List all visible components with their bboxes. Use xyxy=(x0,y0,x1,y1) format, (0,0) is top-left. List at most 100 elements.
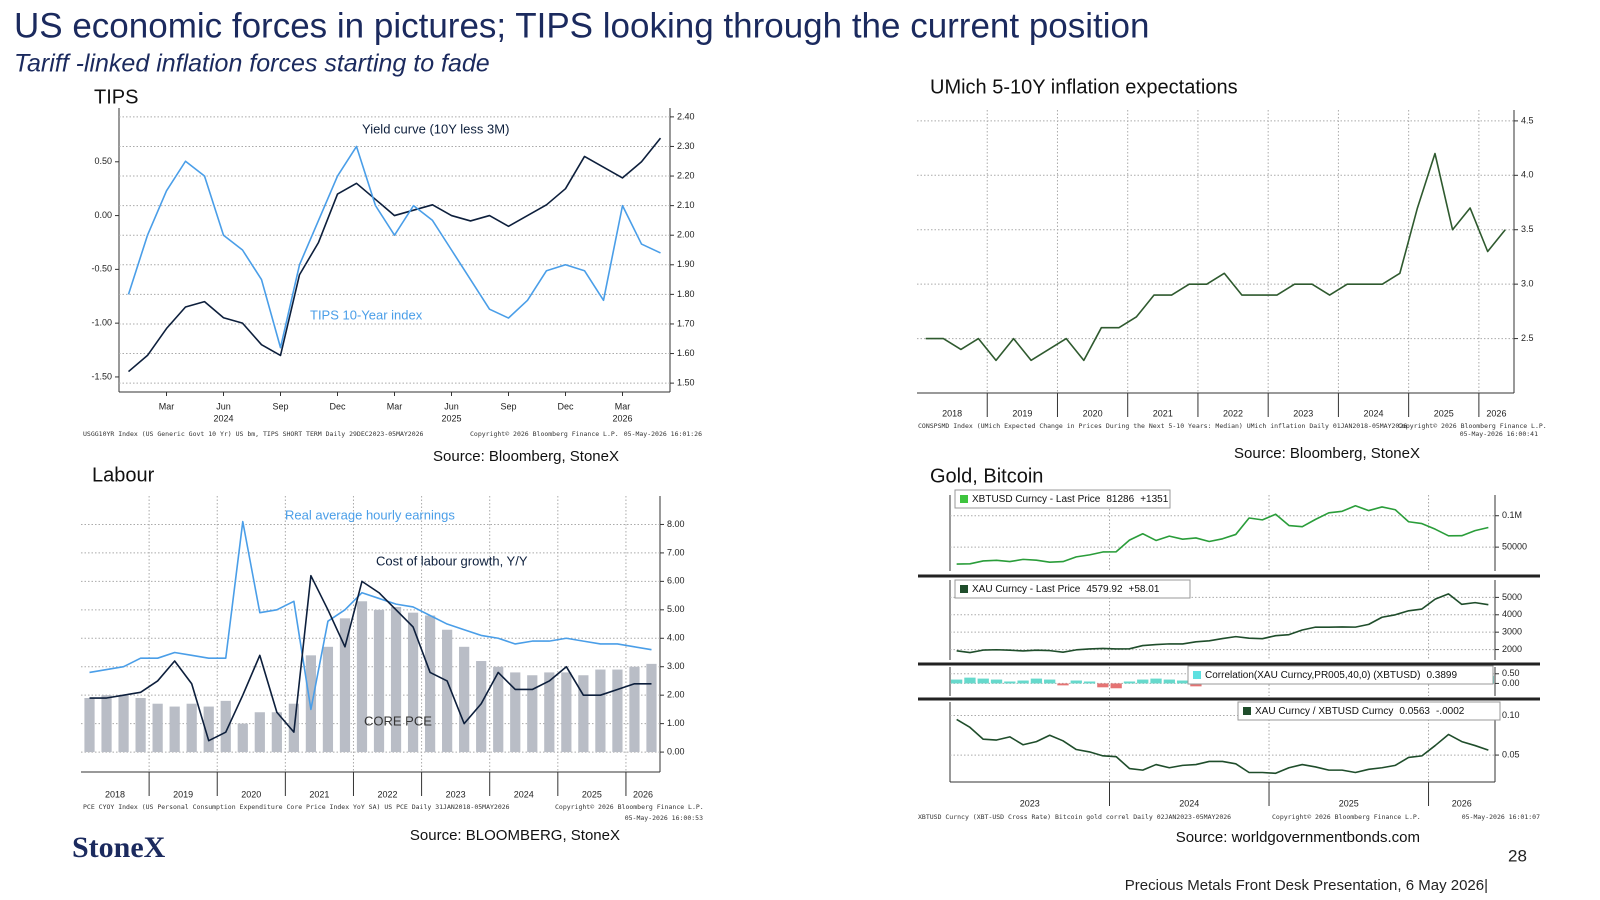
x-tick-label: Dec xyxy=(329,401,346,411)
bar xyxy=(1190,683,1202,687)
logo: StoneX xyxy=(72,831,166,864)
series-label: Yield curve (10Y less 3M) xyxy=(362,121,509,136)
bar xyxy=(561,672,572,753)
legend-last: 0.0563 xyxy=(1399,706,1430,717)
footer: Precious Metals Front Desk Presentation,… xyxy=(1125,877,1488,894)
x-tick-label: 2020 xyxy=(1083,408,1103,418)
bar xyxy=(169,706,180,753)
bar xyxy=(373,609,385,753)
page-number: 28 xyxy=(1508,846,1527,865)
bar xyxy=(646,663,657,753)
legend-change: -.0002 xyxy=(1436,706,1465,717)
chart-title: TIPS xyxy=(94,86,138,108)
chart-footnote: 05-May-2026 16:00:53 xyxy=(625,814,703,822)
bar xyxy=(1017,680,1029,684)
bar xyxy=(1176,680,1189,684)
x-tick-label: 2019 xyxy=(173,789,193,799)
x-tick-label: 2021 xyxy=(1153,408,1173,418)
legend-change: +58.01 xyxy=(1129,584,1160,595)
y-tick-label: 0.00 xyxy=(1502,678,1520,688)
bar xyxy=(135,698,146,753)
bar xyxy=(1150,678,1162,684)
bar xyxy=(84,698,95,753)
bar xyxy=(527,675,538,753)
chart-source: Source: BLOOMBERG, StoneX xyxy=(410,827,620,844)
legend-box xyxy=(954,579,1191,599)
bar xyxy=(271,712,282,753)
bar xyxy=(1070,680,1082,684)
y-tick-label: 0.50 xyxy=(94,156,112,166)
x-tick-label: 2023 xyxy=(446,789,466,799)
bar xyxy=(152,703,163,753)
y-tick-label: 5.00 xyxy=(667,604,685,614)
x-tick-label: 2022 xyxy=(378,789,398,799)
chart-footnote: PCE CYOY Index (US Personal Consumption … xyxy=(83,803,510,811)
chart-title: Gold, Bitcoin xyxy=(930,465,1043,487)
bar xyxy=(322,646,334,753)
bar xyxy=(629,666,640,753)
bar xyxy=(510,672,521,753)
x-tick-label: 2024 xyxy=(1364,408,1384,418)
x-tick-label: 2022 xyxy=(1223,408,1243,418)
y-tick-label: 7.00 xyxy=(667,547,685,557)
bar xyxy=(1110,683,1122,689)
y-tick-label: 4.0 xyxy=(1521,170,1534,180)
y-tick-label: 1.50 xyxy=(677,378,695,388)
x-tick-label: 2019 xyxy=(1012,408,1032,418)
bar xyxy=(990,679,1003,684)
y-tick-label: 1.90 xyxy=(677,259,695,269)
legend-last: 0.3899 xyxy=(1426,670,1457,681)
bar xyxy=(1137,679,1149,684)
series-line xyxy=(127,137,662,373)
bar xyxy=(459,646,470,753)
chart-source: Source: worldgovernmentbonds.com xyxy=(1176,829,1420,846)
y-tick-label: 2000 xyxy=(1502,644,1522,654)
y-tick-label: 5000 xyxy=(1502,592,1522,602)
y-tick-label: 2.20 xyxy=(677,170,695,180)
chart-footnote: 05-May-2026 16:01:07 xyxy=(1462,813,1540,821)
x-tick-label: 2021 xyxy=(309,789,329,799)
series-line xyxy=(925,152,1506,362)
y-tick-label: 3000 xyxy=(1502,627,1522,637)
bar xyxy=(101,695,112,753)
y-tick-label: 0.50 xyxy=(1502,668,1520,678)
bar xyxy=(977,678,989,684)
chart-source: Source: Bloomberg, StoneX xyxy=(433,448,619,465)
bar xyxy=(424,615,436,753)
series-label: Real average hourly earnings xyxy=(285,507,455,522)
chart-footnote: USGG10YR Index (US Generic Govt 10 Yr) U… xyxy=(83,430,424,438)
x-tick-label: 2023 xyxy=(1020,798,1040,808)
bar xyxy=(118,695,129,753)
chart-title: UMich 5-10Y inflation expectations xyxy=(930,76,1238,98)
series-label: TIPS 10-Year index xyxy=(310,307,423,322)
chart-footnote: 05-May-2026 16:01:26 xyxy=(624,430,702,438)
x-tick-label: Jun xyxy=(444,401,459,411)
y-tick-label: 0.00 xyxy=(94,210,112,220)
bar xyxy=(339,618,351,753)
y-tick-label: 2.40 xyxy=(677,111,695,121)
legend-swatch xyxy=(960,495,968,503)
bar xyxy=(1083,681,1096,684)
bar xyxy=(305,655,317,753)
y-tick-label: 2.00 xyxy=(667,690,685,700)
y-tick-label: 6.00 xyxy=(667,576,685,586)
bar xyxy=(964,677,976,684)
y-tick-label: 1.80 xyxy=(677,289,695,299)
bar xyxy=(1057,683,1069,686)
y-tick-label: 50000 xyxy=(1502,542,1527,552)
chart-footnote: Copyright© 2026 Bloomberg Finance L.P. xyxy=(470,430,619,438)
x-tick-label: 2024 xyxy=(514,789,534,799)
series-line xyxy=(89,520,652,711)
bar xyxy=(544,672,555,753)
legend-box xyxy=(1237,701,1501,721)
y-tick-label: 1.70 xyxy=(677,318,695,328)
bar xyxy=(237,723,248,753)
x-tick-label: Mar xyxy=(615,401,631,411)
x-year-label: 2026 xyxy=(612,413,632,423)
bar xyxy=(578,675,589,753)
bar xyxy=(476,661,487,753)
bar xyxy=(1163,679,1175,684)
series-line xyxy=(956,593,1489,654)
bar xyxy=(595,669,606,753)
x-tick-label: 2026 xyxy=(633,789,653,799)
